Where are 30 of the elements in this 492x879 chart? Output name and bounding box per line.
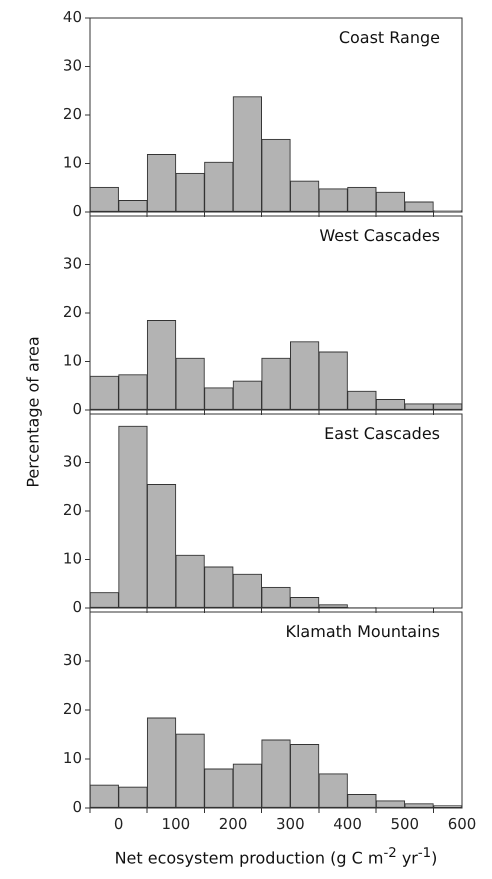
x-tick-label: 100 (162, 814, 190, 833)
x-axis-title: Net ecosystem production (g C m$^{-2}$ yr$^{-1}$) (114, 846, 438, 868)
y-tick-label: 10 (62, 153, 82, 172)
text: Coast Range (338, 28, 440, 48)
y-tick-label: 30 (62, 452, 82, 470)
y-tick-label: 20 (62, 700, 82, 718)
text: East Cascades (324, 424, 440, 444)
y-tick-label: 30 (62, 650, 82, 669)
x-tick-label: 500 (390, 814, 420, 833)
x-tick-label: 300 (276, 814, 305, 833)
y-tick-label: 20 (62, 500, 82, 519)
y-tick-label: 20 (62, 104, 82, 123)
x-tick-label: 0 (114, 814, 124, 833)
x-tick-label: 600 (448, 814, 476, 833)
y-tick-label: 0 (72, 400, 82, 418)
x-tick-label: 400 (333, 814, 362, 833)
text: Klamath Mountains (285, 622, 440, 642)
y-tick-label: 10 (62, 748, 82, 767)
y-axis-title: Percentage of area (24, 336, 42, 488)
y-tick-label: 0 (72, 202, 82, 220)
y-tick-label: 40 (62, 8, 82, 26)
y-tick-label: 30 (62, 254, 82, 272)
y-tick-label: 10 (62, 549, 82, 568)
y-tick-label: 0 (72, 598, 82, 616)
y-tick-label: 0 (72, 798, 82, 816)
y-tick-label: 30 (62, 56, 82, 74)
y-tick-label: 20 (62, 302, 82, 321)
x-tick-label: 200 (218, 814, 248, 833)
y-tick-label: 10 (62, 351, 82, 370)
text: West Cascades (319, 226, 440, 246)
